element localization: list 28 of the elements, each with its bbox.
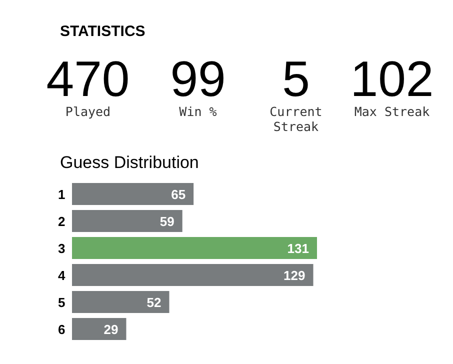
- data-label: 59: [160, 214, 174, 229]
- data-label: 99: [170, 51, 226, 107]
- bar: [72, 183, 194, 205]
- chart-title: Guess Distribution: [60, 153, 199, 172]
- category-label: Current Streak: [270, 104, 322, 134]
- data-label: 29: [104, 322, 118, 337]
- data-label: 52: [146, 295, 162, 310]
- bar: [72, 210, 182, 232]
- bar: [72, 264, 314, 286]
- bar: [72, 237, 317, 259]
- data-label: 470: [46, 51, 130, 107]
- bar: [72, 291, 170, 313]
- bar: [72, 318, 126, 340]
- data-label: 129: [284, 268, 306, 283]
- data-label: 65: [171, 187, 186, 202]
- data-label: 131: [287, 241, 309, 256]
- y-tick-label: 3: [58, 241, 66, 256]
- data-label: 102: [350, 51, 434, 107]
- y-tick-label: 5: [58, 295, 66, 310]
- y-tick-label: 6: [58, 322, 66, 337]
- y-tick-label: 1: [58, 187, 66, 202]
- data-label: 5: [282, 51, 310, 107]
- y-tick-label: 2: [58, 214, 66, 229]
- category-label: Win %: [179, 104, 218, 119]
- y-tick-label: 4: [58, 268, 66, 283]
- text: STATISTICS: [60, 23, 146, 40]
- category-label: Max Streak: [354, 104, 430, 119]
- category-label: Played: [65, 104, 111, 119]
